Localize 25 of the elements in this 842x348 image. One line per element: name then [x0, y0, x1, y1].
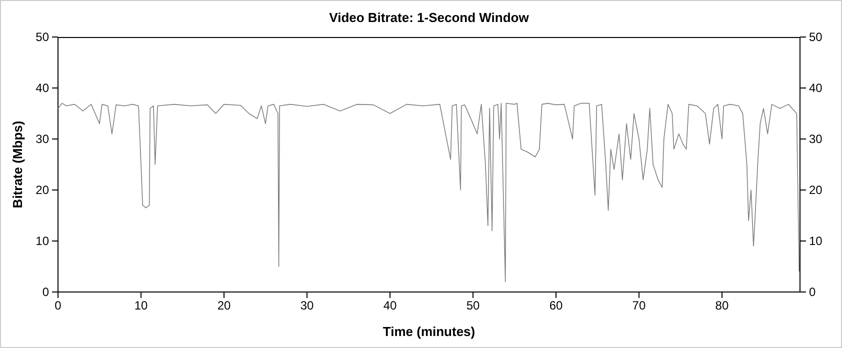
x-tick-label: 0 [54, 298, 62, 313]
x-tick-label: 60 [549, 298, 563, 313]
y2-tick-label: 50 [809, 30, 823, 44]
y-tick-label: 0 [42, 284, 50, 299]
y-tick-label: 20 [36, 182, 50, 197]
y2-tick-label: 0 [809, 284, 816, 299]
x-tick-label: 50 [466, 298, 480, 313]
y-tick-label: 50 [36, 30, 50, 44]
x-tick-label: 30 [300, 298, 314, 313]
x-tick-label: 80 [715, 298, 729, 313]
y-tick-label: 40 [36, 80, 50, 95]
x-tick-label: 70 [632, 298, 646, 313]
y2-tick-label: 40 [809, 80, 823, 95]
chart-title: Video Bitrate: 1-Second Window [329, 10, 530, 25]
x-axis-title: Time (minutes) [382, 324, 476, 339]
y2-tick-label: 10 [809, 234, 823, 248]
line-series [58, 102, 800, 282]
y2-tick-label: 20 [809, 182, 823, 197]
y-tick-label: 10 [36, 234, 50, 248]
x-tick-label: 20 [217, 298, 231, 313]
x-tick-label: 40 [383, 298, 397, 313]
y-tick-label: 30 [36, 132, 50, 146]
y-axis-title: Bitrate (Mbps) [10, 120, 25, 208]
x-tick-label: 10 [134, 298, 148, 313]
y2-tick-label: 30 [809, 132, 823, 146]
